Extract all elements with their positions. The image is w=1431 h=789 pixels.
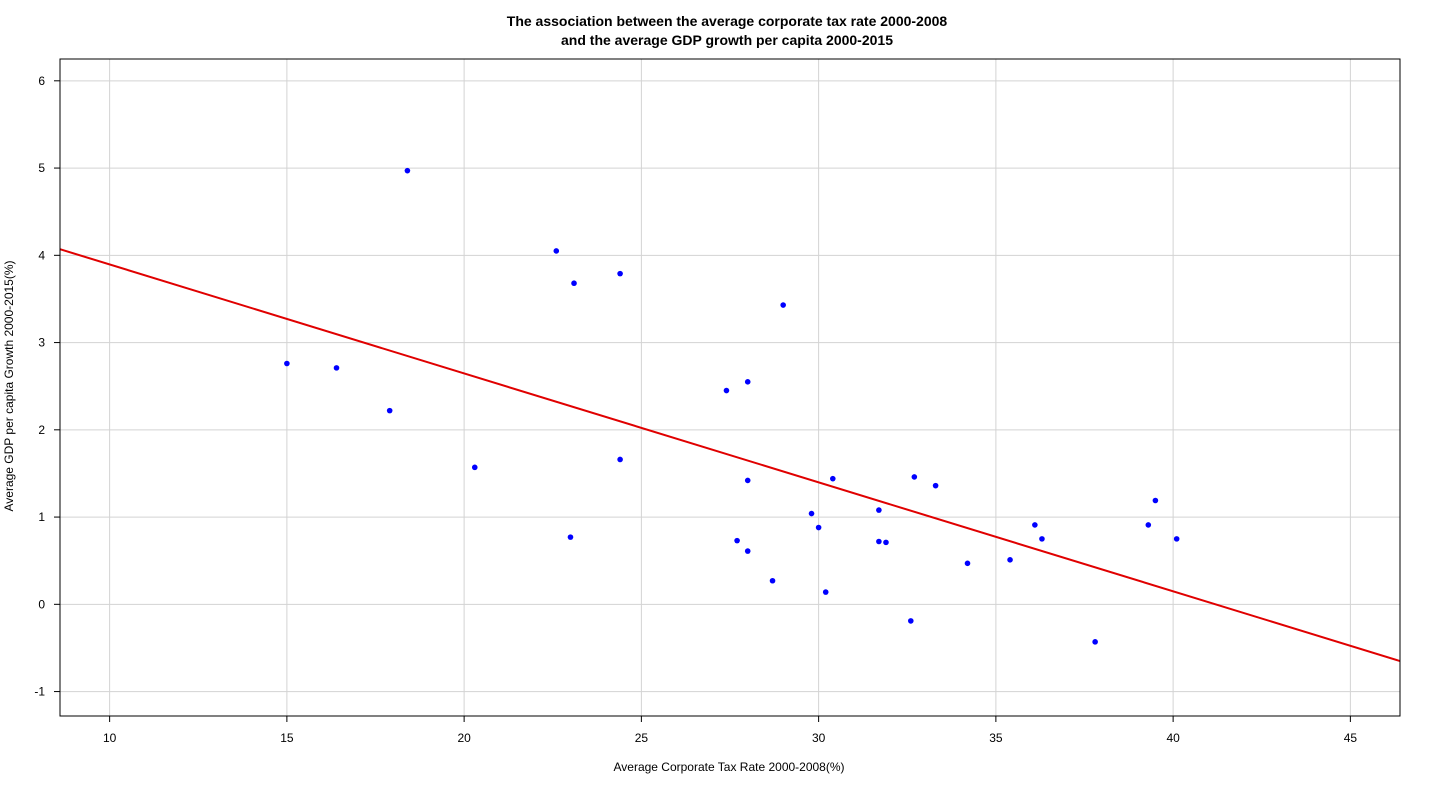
data-point <box>1092 639 1098 645</box>
data-point <box>1039 536 1045 542</box>
data-point <box>932 482 939 489</box>
data-point <box>404 167 411 174</box>
x-tick-label: 10 <box>103 731 117 745</box>
y-tick-label: 1 <box>38 510 45 524</box>
data-point <box>1152 497 1159 504</box>
data-points <box>284 167 1180 645</box>
y-tick-label: 2 <box>38 423 45 437</box>
data-point <box>471 464 478 471</box>
x-tick-label: 40 <box>1166 731 1180 745</box>
data-point <box>964 560 971 567</box>
data-point <box>571 280 577 287</box>
x-tick-label: 45 <box>1344 731 1358 745</box>
x-tick-label: 20 <box>457 731 471 745</box>
y-tick-label: 5 <box>38 161 45 175</box>
data-point <box>830 475 836 482</box>
data-point <box>333 365 340 371</box>
regression-line-layer <box>59 248 1401 662</box>
data-point <box>617 270 623 277</box>
data-point <box>386 407 393 414</box>
data-point <box>734 537 740 544</box>
data-point <box>876 507 882 513</box>
data-point <box>1032 522 1038 528</box>
regression-line <box>59 248 1401 662</box>
data-point <box>780 302 786 308</box>
data-point <box>1145 522 1152 528</box>
data-point <box>553 248 560 254</box>
y-tick-label: 4 <box>38 248 45 262</box>
data-point <box>1173 536 1180 542</box>
data-point <box>617 456 623 463</box>
data-point <box>808 510 815 517</box>
x-tick-label: 15 <box>280 731 294 745</box>
y-axis-label: Average GDP per capita Growth 2000-2015(… <box>2 260 16 511</box>
data-point <box>284 360 290 367</box>
data-point <box>815 524 822 531</box>
data-point <box>744 477 751 484</box>
data-point <box>907 618 914 624</box>
x-axis-label: Average Corporate Tax Rate 2000-2008(%) <box>613 760 844 774</box>
data-point <box>567 534 574 540</box>
x-tick-label: 35 <box>989 731 1003 745</box>
y-tick-label: 6 <box>38 74 45 88</box>
data-point <box>744 379 751 385</box>
y-tick-label: 0 <box>38 597 45 611</box>
y-tick-label: 3 <box>38 336 45 350</box>
x-tick-label: 25 <box>635 731 649 745</box>
data-point <box>769 577 776 584</box>
grid <box>60 59 1400 716</box>
y-tick-label: -1 <box>34 685 45 699</box>
data-point <box>744 548 751 554</box>
data-point <box>876 538 882 545</box>
data-point <box>883 539 889 546</box>
chart-title: The association between the average corp… <box>507 13 948 29</box>
plot-area <box>59 58 1401 717</box>
data-point <box>1007 557 1013 563</box>
data-point <box>723 387 730 394</box>
data-point <box>822 589 829 595</box>
x-tick-label: 30 <box>812 731 826 745</box>
chart-subtitle: and the average GDP growth per capita 20… <box>561 32 893 48</box>
data-point <box>911 474 918 480</box>
